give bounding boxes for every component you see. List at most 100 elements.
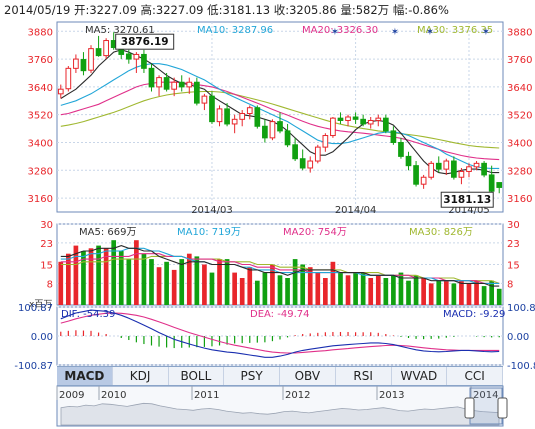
header-volume: 582万 [355,3,390,17]
overview-year-label: 2009 [59,390,84,401]
header-high-label: 高: [140,3,156,17]
volume-bar [88,248,94,305]
price-legend-ma10: MA10: 3287.96 [197,25,273,36]
volume-bar [489,280,495,305]
volume-bar [360,272,366,305]
volume-bar [247,267,253,305]
price-candle-up [201,95,208,104]
tab-cci[interactable]: CCI [447,367,503,385]
tab-kdj[interactable]: KDJ [113,367,169,385]
price-ytick-left: 3280 [28,166,53,177]
price-marker-icon: ✶ [331,27,339,38]
price-candle-up [367,119,374,125]
volume-bar [368,278,374,305]
tab-obv[interactable]: OBV [280,367,336,385]
price-candle-down [405,155,412,167]
volume-bar [262,272,268,305]
header-open: 3227.09 [89,3,137,17]
indicator-tabbar: MACD KDJ BOLL PSY OBV RSI WVAD CCI [57,366,503,386]
price-candle-down [488,174,495,192]
price-candle-down [352,116,359,120]
overview-area [60,402,500,426]
price-candle-up [186,81,193,88]
price-candle-up [322,135,329,148]
tab-wvad[interactable]: WVAD [392,367,448,385]
volume-bar [323,278,328,305]
price-candle-up [473,162,480,168]
overview-year-label: 2013 [379,390,404,401]
price-candle-up [466,166,472,172]
price-candle-up [73,58,79,69]
volume-bar [239,278,245,305]
macd-dea-line [60,312,500,354]
price-candle-up [458,170,465,178]
header-low-label: 低: [207,3,223,17]
volume-legend-ma30: MA30: 826万 [409,227,473,238]
price-ytick-right: 3280 [507,166,532,177]
price-candle-down [390,130,397,143]
price-candle-up [307,160,314,169]
price-legend-ma5: MA5: 3270.61 [85,25,155,36]
volume-ytick-left: 30 [40,220,53,231]
price-candle-up [375,117,382,121]
volume-bar [58,261,64,305]
volume-bar [186,253,192,305]
price-legend-ma20: MA20: 3326.30 [302,25,378,36]
header-change-label: 幅: [392,3,409,17]
volume-bar [65,253,71,305]
header-volume-label: 量: [340,3,356,17]
price-candle-up [156,77,162,88]
price-ytick-left: 3400 [28,138,53,149]
price-candle-down [148,67,155,88]
volume-bar [156,267,162,305]
price-candle-up [443,160,450,170]
volume-bar [451,283,457,305]
header-close-label: 收: [273,3,290,17]
overview-right-handle [497,397,508,419]
price-max-label: 3876.19 [121,36,169,48]
price-xtick: 2014/04 [335,205,377,216]
header-bar: 2014/05/19 开:3227.09 高:3227.09 低:3181.13… [4,2,449,18]
volume-bar [103,248,109,305]
price-legend-ma30: MA30: 3376.35 [417,25,493,36]
tab-rsi[interactable]: RSI [336,367,392,385]
price-candle-up [269,121,276,139]
tab-psy[interactable]: PSY [224,367,280,385]
volume-ytick-right: 30 [507,220,520,231]
price-candle-down [95,48,102,57]
price-candle-down [277,121,283,132]
price-candle-up [239,113,246,120]
macd-ytick-right: 100.87 [507,303,535,314]
volume-legend-ma5: MA5: 669万 [79,227,136,238]
macd-legend-macd: MACD: -9.29 [443,309,505,320]
volume-bar [164,261,169,305]
volume-bar [481,286,487,305]
price-candle-down [254,107,261,127]
volume-bar [307,267,313,305]
volume-bar [194,256,200,305]
volume-bar [398,272,404,305]
tab-boll[interactable]: BOLL [169,367,225,385]
volume-bar [383,278,389,305]
header-high: 3227.09 [155,3,204,17]
volume-ytick-left: 8 [47,279,53,290]
tab-macd[interactable]: MACD [57,367,113,385]
overview-left-handle [464,397,475,419]
volume-unit-label: x百万 [29,299,52,310]
volume-bar [209,272,215,305]
volume-bar [436,280,442,305]
overview-year-label: 2010 [101,390,126,401]
macd-ytick-left: 100.87 [18,303,53,314]
price-ytick-right: 3160 [507,194,532,205]
price-candle-up [133,53,140,60]
macd-ytick-right: -100.87 [507,361,535,372]
price-xtick: 2014/03 [191,205,233,216]
price-candle-down [413,165,419,185]
volume-bar [232,272,237,305]
volume-bar [391,275,396,305]
volume-ytick-left: 23 [40,239,53,250]
price-candle-up [345,116,351,121]
price-candle-down [337,117,344,121]
volume-bar [171,269,177,305]
